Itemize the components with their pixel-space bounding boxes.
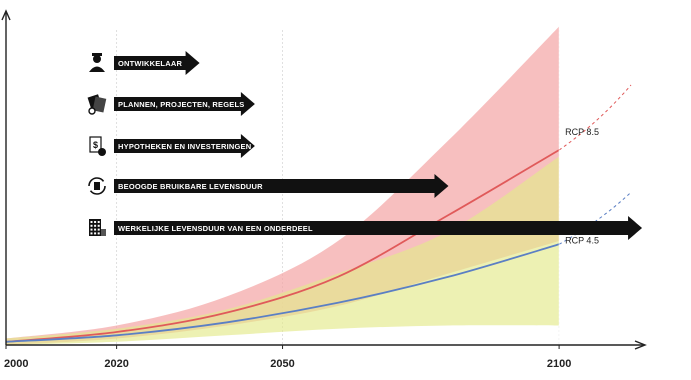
arrow-shape-hypotheken-en-investeringen	[114, 134, 255, 158]
developer-icon	[89, 53, 105, 72]
tick-label-2020: 2020	[104, 358, 128, 370]
uncertainty-bands	[6, 26, 560, 345]
projection-rcp-8-5	[558, 84, 632, 151]
x-axis-arrowhead	[634, 340, 647, 350]
svg-text:$: $	[93, 140, 98, 150]
building-icon	[89, 219, 106, 236]
series-label-rcp-8-5: RCP 8.5	[565, 127, 599, 137]
arrow-ontwikkelaar: ONTWIKKELAAR	[89, 51, 200, 75]
arrow-werkelijke-levensduur-van-een-onderdeel: WERKELIJKE LEVENSDUUR VAN EEN ONDERDEEL	[89, 216, 643, 240]
arrow-label-hypotheken-en-investeringen: HYPOTHEKEN EN INVESTERINGEN	[118, 142, 251, 151]
timeline-arrows: ONTWIKKELAAR PLANNEN, PROJECTEN, REGELS $ H…	[87, 51, 643, 240]
line-rcp-8-5	[5, 149, 560, 343]
arrow-label-werkelijke-levensduur-van-een-onderdeel: WERKELIJKE LEVENSDUUR VAN EEN ONDERDEEL	[118, 224, 313, 233]
arrow-shape-ontwikkelaar	[114, 51, 200, 75]
tick-label-2000: 2000	[4, 358, 28, 370]
tick-label-2050: 2050	[270, 358, 294, 370]
arrow-shape-werkelijke-levensduur-van-een-onderdeel	[114, 216, 643, 240]
x-ticks: 2000 2020 2050 2100	[4, 345, 571, 370]
lifecycle-icon	[88, 177, 106, 195]
series-labels: RCP 8.5 RCP 4.5	[565, 127, 599, 245]
arrow-label-ontwikkelaar: ONTWIKKELAAR	[118, 59, 182, 68]
axes	[1, 9, 647, 350]
arrow-beoogde-bruikbare-levensduur: BEOOGDE BRUIKBARE LEVENSDUUR	[88, 174, 449, 198]
documents-icon	[87, 94, 107, 115]
line-rcp-4-5	[5, 243, 560, 343]
arrow-hypotheken-en-investeringen: $ HYPOTHEKEN EN INVESTERINGEN	[89, 134, 255, 158]
arrow-label-beoogde-bruikbare-levensduur: BEOOGDE BRUIKBARE LEVENSDUUR	[118, 182, 263, 191]
series-lines	[5, 26, 632, 345]
arrow-shape-beoogde-bruikbare-levensduur	[114, 174, 449, 198]
projection-rcp-4-5	[558, 191, 632, 245]
band-rcp-4-5	[6, 156, 560, 345]
arrow-shape-plannen-projecten-regels	[114, 92, 255, 116]
mortgage-icon: $	[89, 136, 106, 156]
arrow-plannen-projecten-regels: PLANNEN, PROJECTEN, REGELS	[87, 92, 255, 116]
series-label-rcp-4-5: RCP 4.5	[565, 235, 599, 245]
y-axis-arrowhead	[1, 9, 11, 21]
arrow-label-plannen-projecten-regels: PLANNEN, PROJECTEN, REGELS	[118, 100, 244, 109]
tick-label-2100: 2100	[547, 358, 571, 370]
